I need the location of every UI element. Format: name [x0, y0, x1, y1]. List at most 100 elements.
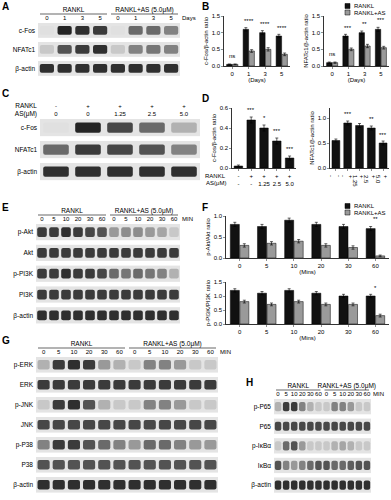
svg-text:RANKL: RANKL — [205, 173, 226, 179]
svg-text:*: * — [374, 285, 377, 291]
svg-text:60: 60 — [372, 329, 379, 335]
svg-text:0: 0 — [276, 391, 280, 397]
svg-text:30: 30 — [345, 263, 352, 269]
svg-text:5: 5 — [284, 391, 288, 397]
svg-text:PI3K: PI3K — [19, 291, 34, 298]
svg-text:+1.25: +1.25 — [352, 175, 366, 187]
svg-text:20: 20 — [86, 349, 93, 355]
svg-text:20: 20 — [318, 263, 325, 269]
svg-text:RANKL: RANKL — [61, 207, 83, 214]
svg-text:60: 60 — [116, 349, 123, 355]
svg-text:****: **** — [277, 25, 287, 31]
svg-text:D: D — [202, 93, 209, 104]
svg-text:5: 5 — [148, 349, 152, 355]
svg-text:A: A — [2, 1, 9, 12]
svg-text:10: 10 — [135, 216, 142, 222]
svg-text:H: H — [246, 377, 253, 388]
svg-text:β-actin: β-actin — [17, 168, 37, 176]
svg-text:3: 3 — [363, 71, 367, 77]
svg-text:***: *** — [273, 128, 281, 134]
svg-text:5: 5 — [265, 329, 269, 335]
svg-text:ns: ns — [329, 51, 335, 57]
svg-text:0: 0 — [330, 71, 334, 77]
svg-text:1.0: 1.0 — [312, 30, 321, 36]
svg-text:AS(μM): AS(μM) — [15, 110, 37, 118]
svg-text:10: 10 — [339, 391, 346, 397]
svg-text:0: 0 — [238, 263, 242, 269]
svg-text:1.5: 1.5 — [312, 13, 321, 19]
svg-text:60: 60 — [315, 391, 322, 397]
svg-text:10: 10 — [162, 349, 169, 355]
svg-text:10: 10 — [291, 263, 298, 269]
svg-text:1: 1 — [63, 15, 67, 21]
svg-text:p-JNK: p-JNK — [15, 401, 34, 409]
svg-text:RANKL: RANKL — [71, 340, 93, 347]
svg-text:*: * — [263, 115, 266, 121]
svg-text:20: 20 — [299, 391, 306, 397]
svg-text:NFATc1/β-actin ratio: NFATc1/β-actin ratio — [303, 13, 309, 67]
svg-text:1.0: 1.0 — [214, 293, 223, 299]
svg-text:p-PI3K/PI3K ratio: p-PI3K/PI3K ratio — [205, 279, 211, 326]
svg-text:--: -- — [237, 173, 239, 187]
svg-text:ns: ns — [229, 53, 235, 59]
svg-text:60: 60 — [364, 391, 371, 397]
svg-text:60: 60 — [207, 349, 214, 355]
svg-text:5: 5 — [169, 15, 173, 21]
svg-text:20: 20 — [347, 391, 354, 397]
svg-text:20: 20 — [75, 216, 82, 222]
svg-text:RANKL: RANKL — [354, 203, 375, 209]
svg-text:--: -- — [328, 175, 342, 177]
svg-text:10: 10 — [291, 391, 298, 397]
svg-text:1.0: 1.0 — [214, 213, 223, 219]
svg-text:0.5: 0.5 — [312, 46, 321, 52]
svg-text:F: F — [202, 202, 208, 213]
svg-text:10: 10 — [71, 349, 78, 355]
svg-text:20: 20 — [318, 329, 325, 335]
svg-text:p-P65: p-P65 — [254, 403, 272, 411]
svg-text:NFATc1: NFATc1 — [13, 46, 36, 53]
svg-text:5: 5 — [280, 71, 284, 77]
svg-text:60: 60 — [171, 216, 178, 222]
svg-text:(Mins): (Mins) — [299, 335, 316, 341]
svg-text:3: 3 — [152, 15, 156, 21]
svg-text:30: 30 — [101, 349, 108, 355]
svg-text:60: 60 — [99, 216, 106, 222]
svg-text:5.0: 5.0 — [180, 111, 189, 117]
svg-text:β-actin: β-actin — [251, 481, 271, 489]
svg-text:p-IκBα: p-IκBα — [252, 442, 271, 450]
svg-text:P38: P38 — [21, 461, 33, 468]
svg-text:RANKL: RANKL — [287, 382, 309, 389]
svg-text:**: ** — [373, 216, 378, 222]
svg-text:****: **** — [244, 18, 254, 24]
svg-text:+: + — [150, 103, 154, 109]
svg-text:β-actin: β-actin — [15, 65, 35, 73]
svg-text:0: 0 — [112, 216, 116, 222]
svg-text:p-Akt: p-Akt — [18, 228, 33, 236]
svg-text:+: + — [86, 103, 90, 109]
svg-text:NFATc1/β-actin ratio: NFATc1/β-actin ratio — [309, 110, 315, 164]
svg-text:+2.5: +2.5 — [273, 173, 282, 187]
svg-text:***: *** — [377, 17, 385, 23]
svg-text:0: 0 — [133, 349, 137, 355]
svg-text:C: C — [2, 88, 9, 99]
svg-text:0: 0 — [231, 71, 235, 77]
svg-text:0.0: 0.0 — [312, 63, 321, 69]
svg-text:***: *** — [247, 107, 255, 113]
svg-text:RANKL+AS: RANKL+AS — [354, 210, 386, 216]
svg-text:0.5: 0.5 — [212, 46, 221, 52]
svg-text:(Days): (Days) — [248, 77, 266, 83]
svg-text:****: **** — [260, 21, 270, 27]
svg-text:+: + — [118, 103, 122, 109]
svg-text:0.0: 0.0 — [318, 165, 327, 171]
svg-text:1.5: 1.5 — [214, 279, 223, 285]
svg-text:+-: +- — [340, 175, 354, 179]
svg-text:0.4: 0.4 — [220, 125, 229, 131]
svg-text:RANKL: RANKL — [354, 3, 375, 9]
svg-text:10: 10 — [291, 329, 298, 335]
svg-text:3: 3 — [81, 15, 85, 21]
svg-text:***: *** — [344, 25, 352, 31]
svg-text:+2.5: +2.5 — [363, 175, 377, 184]
svg-text:p-P38: p-P38 — [16, 441, 34, 449]
svg-text:0: 0 — [86, 111, 90, 117]
svg-text:β-actin: β-actin — [13, 481, 33, 489]
